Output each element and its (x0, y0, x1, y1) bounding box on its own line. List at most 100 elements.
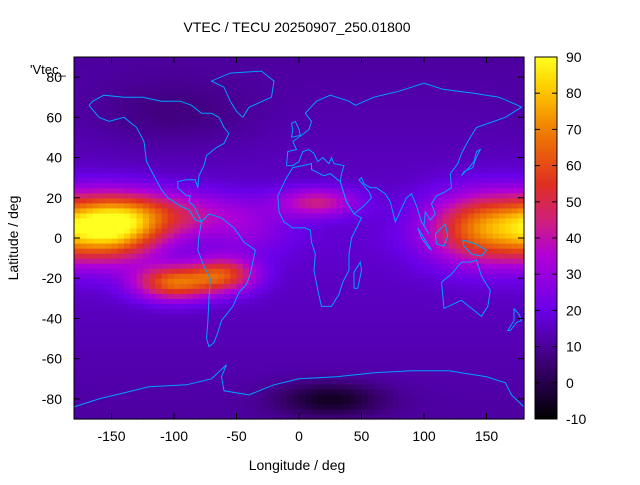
heatmap-cell (211, 232, 219, 239)
heatmap-cell (224, 207, 231, 214)
heatmap-cell (80, 283, 88, 289)
heatmap-cell (99, 313, 106, 320)
heatmap-cell (305, 167, 313, 174)
heatmap-cell (367, 197, 375, 204)
heatmap-cell (311, 222, 319, 229)
heatmap-cell (174, 388, 181, 395)
heatmap-cell (186, 323, 194, 330)
heatmap-cell (230, 408, 238, 415)
heatmap-cell (430, 87, 438, 93)
heatmap-cell (180, 167, 188, 174)
heatmap-cell (430, 333, 438, 340)
heatmap-cell (480, 393, 488, 400)
heatmap-cell (161, 92, 169, 98)
heatmap-cell (261, 398, 269, 405)
heatmap-cell (136, 273, 144, 279)
heatmap-cell (192, 162, 200, 169)
heatmap-cell (392, 383, 400, 390)
heatmap-cell (292, 67, 300, 73)
heatmap-cell (474, 232, 481, 239)
heatmap-cell (374, 192, 381, 199)
heatmap-cell (211, 408, 219, 415)
heatmap-cell (242, 413, 250, 420)
heatmap-cell (380, 157, 388, 164)
heatmap-cell (142, 92, 150, 98)
heatmap-cell (480, 238, 488, 244)
heatmap-cell (499, 82, 506, 88)
heatmap-cell (361, 313, 369, 320)
heatmap-cell (392, 222, 400, 229)
heatmap-cell (161, 167, 169, 174)
heatmap-cell (417, 308, 425, 315)
heatmap-cell (199, 87, 206, 93)
heatmap-cell (205, 333, 213, 340)
heatmap-cell (317, 212, 325, 219)
heatmap-cell (467, 187, 475, 194)
heatmap-cell (236, 373, 244, 380)
heatmap-cell (149, 343, 156, 350)
heatmap-cell (474, 177, 481, 184)
heatmap-cell (380, 167, 388, 174)
heatmap-cell (474, 318, 481, 325)
heatmap-cell (161, 122, 169, 128)
heatmap-cell (167, 187, 175, 194)
heatmap-cell (330, 258, 338, 264)
heatmap-cell (305, 97, 313, 103)
heatmap-cell (149, 303, 156, 309)
heatmap-cell (399, 328, 406, 335)
heatmap-cell (380, 97, 388, 103)
heatmap-cell (361, 97, 369, 103)
heatmap-cell (461, 162, 469, 169)
heatmap-cell (230, 197, 238, 204)
heatmap-cell (124, 217, 131, 224)
heatmap-cell (305, 182, 313, 189)
heatmap-cell (386, 303, 394, 309)
heatmap-cell (361, 122, 369, 128)
heatmap-cell (374, 207, 381, 214)
heatmap-cell (336, 303, 344, 309)
heatmap-cell (117, 162, 125, 169)
heatmap-cell (499, 172, 506, 179)
heatmap-cell (255, 288, 263, 294)
heatmap-cell (192, 117, 200, 123)
heatmap-cell (280, 157, 288, 164)
heatmap-cell (280, 177, 288, 184)
heatmap-cell (374, 92, 381, 98)
heatmap-cell (411, 97, 419, 103)
heatmap-cell (480, 62, 488, 68)
heatmap-cell (386, 87, 394, 93)
heatmap-cell (467, 288, 475, 294)
heatmap-cell (424, 273, 431, 279)
heatmap-cell (449, 253, 456, 259)
heatmap-cell (255, 238, 263, 244)
heatmap-cell (111, 87, 119, 93)
heatmap-cell (436, 398, 444, 405)
heatmap-cell (405, 97, 413, 103)
heatmap-cell (149, 217, 156, 224)
heatmap-cell (299, 398, 306, 405)
heatmap-cell (442, 313, 450, 320)
heatmap-cell (161, 182, 169, 189)
heatmap-cell (436, 338, 444, 345)
heatmap-cell (99, 268, 106, 274)
heatmap-cell (161, 408, 169, 415)
heatmap-cell (255, 273, 263, 279)
heatmap-cell (205, 67, 213, 73)
heatmap-cell (449, 353, 456, 360)
heatmap-cell (467, 328, 475, 335)
heatmap-cell (186, 122, 194, 128)
heatmap-cell (317, 102, 325, 108)
heatmap-cell (236, 378, 244, 385)
heatmap-cell (392, 112, 400, 118)
heatmap-cell (199, 227, 206, 234)
heatmap-cell (474, 383, 481, 390)
heatmap-cell (486, 82, 494, 88)
heatmap-cell (499, 333, 506, 340)
heatmap-cell (405, 212, 413, 219)
heatmap-cell (274, 187, 281, 194)
heatmap-cell (461, 348, 469, 355)
heatmap-cell (361, 343, 369, 350)
heatmap-cell (474, 373, 481, 380)
heatmap-cell (436, 92, 444, 98)
heatmap-cell (249, 227, 256, 234)
